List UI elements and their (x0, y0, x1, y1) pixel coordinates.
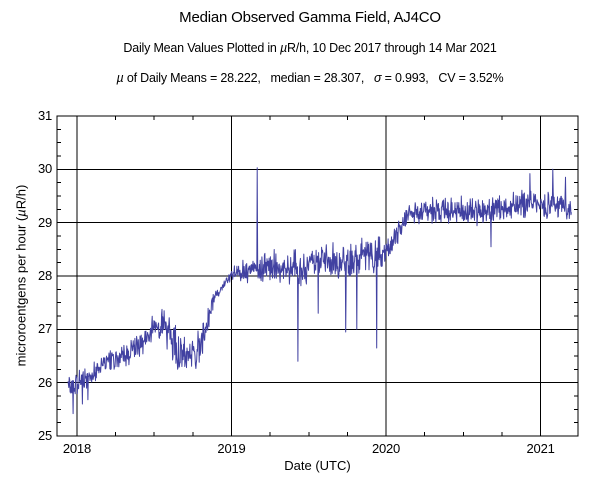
x-axis-label: Date (UTC) (284, 458, 351, 473)
y-tick-label: 30 (37, 161, 52, 177)
y-tick-label: 29 (37, 214, 52, 230)
x-tick-label: 2020 (371, 441, 401, 456)
text-segment: µ (279, 41, 287, 55)
y-tick-label: 28 (37, 268, 52, 283)
chart-stats-line: µ of Daily Means = 28.222, median = 28.3… (10, 71, 600, 85)
text-segment: of Daily Means = 28.222, median = 28.307… (123, 71, 375, 85)
text-segment: R/h) (13, 184, 29, 210)
y-axis-label: microroentgens per hour (µR/h) (14, 116, 29, 436)
y-tick-label: 31 (37, 108, 52, 123)
plot-frame (56, 115, 579, 437)
text-segment: µ (13, 209, 29, 217)
y-tick-label: 25 (37, 428, 52, 443)
x-tick-label: 2021 (526, 441, 555, 456)
text-segment: R/h, 10 Dec 2017 through 14 Mar 2021 (286, 41, 497, 55)
y-tick-label: 27 (37, 321, 52, 337)
chart-title: Median Observed Gamma Field, AJ4CO (179, 9, 441, 26)
x-tick-label: 2019 (217, 441, 246, 456)
text-segment: Daily Mean Values Plotted in (123, 41, 280, 55)
data-series-line (67, 167, 572, 415)
text-segment: µ (116, 71, 124, 85)
y-tick-label: 26 (37, 374, 52, 390)
chart-subtitle: Daily Mean Values Plotted in µR/h, 10 De… (10, 41, 600, 55)
text-segment: σ (374, 71, 382, 85)
text-segment: = 0.993, CV = 3.52% (381, 71, 504, 85)
text-segment: microroentgens per hour ( (13, 216, 29, 367)
x-tick-label: 2018 (62, 441, 91, 456)
